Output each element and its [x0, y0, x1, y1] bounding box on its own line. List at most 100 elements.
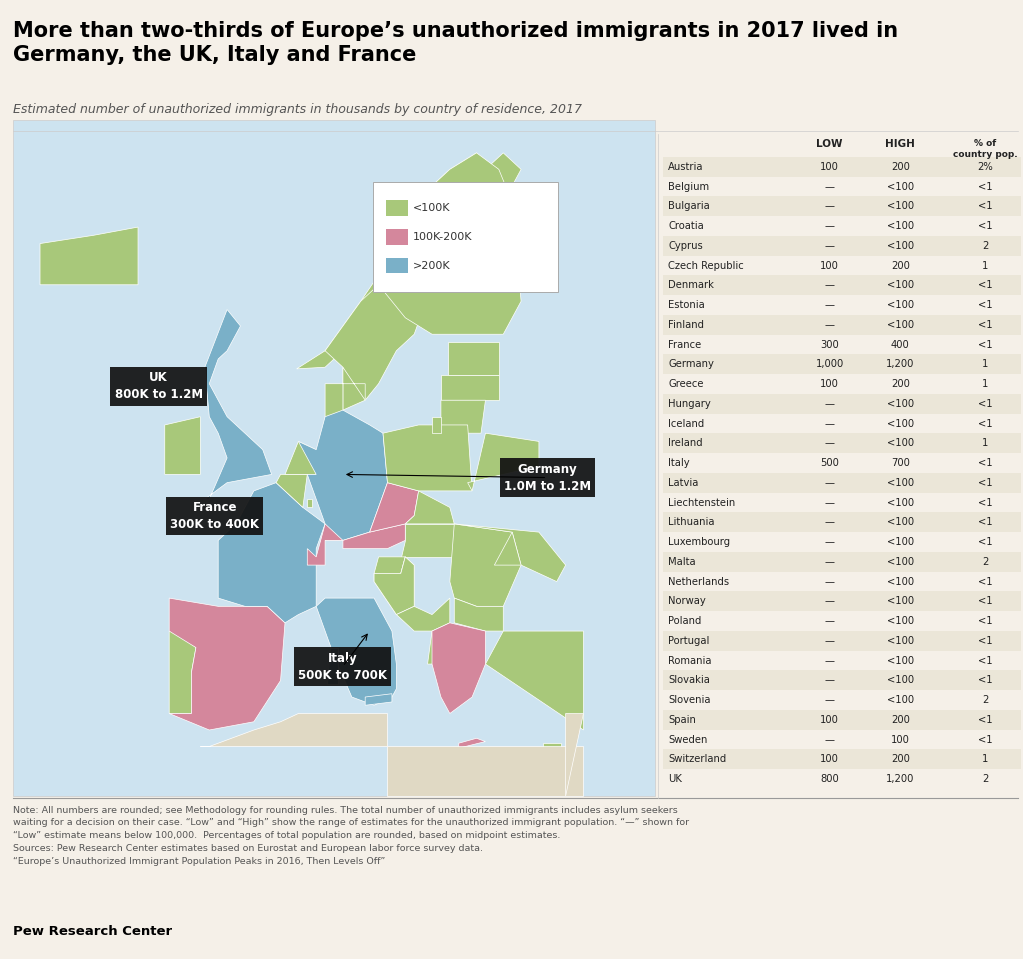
- Text: <100: <100: [887, 222, 914, 231]
- Polygon shape: [458, 738, 486, 748]
- Text: 100: 100: [891, 735, 909, 744]
- FancyBboxPatch shape: [663, 394, 1021, 413]
- Polygon shape: [299, 410, 388, 540]
- Text: —: —: [825, 181, 835, 192]
- Text: —: —: [825, 517, 835, 527]
- Polygon shape: [450, 524, 521, 606]
- Text: 2: 2: [982, 557, 988, 567]
- Text: —: —: [825, 280, 835, 291]
- Text: Finland: Finland: [668, 320, 704, 330]
- Text: Iceland: Iceland: [668, 419, 704, 429]
- Polygon shape: [374, 557, 414, 615]
- Text: <1: <1: [978, 616, 992, 626]
- Text: <100: <100: [887, 596, 914, 606]
- FancyBboxPatch shape: [663, 176, 1021, 197]
- FancyBboxPatch shape: [663, 493, 1021, 512]
- Text: <1: <1: [978, 280, 992, 291]
- FancyBboxPatch shape: [663, 315, 1021, 335]
- Polygon shape: [307, 499, 312, 507]
- Text: <100: <100: [887, 675, 914, 686]
- FancyBboxPatch shape: [663, 275, 1021, 295]
- Text: 2%: 2%: [977, 162, 993, 172]
- Text: —: —: [825, 419, 835, 429]
- Text: Poland: Poland: [668, 616, 702, 626]
- Polygon shape: [428, 631, 450, 664]
- FancyBboxPatch shape: [663, 433, 1021, 454]
- Text: <1: <1: [978, 735, 992, 744]
- Text: —: —: [825, 735, 835, 744]
- Polygon shape: [448, 342, 499, 376]
- Text: <100: <100: [887, 241, 914, 251]
- Text: —: —: [825, 576, 835, 587]
- Text: <1: <1: [978, 517, 992, 527]
- Text: <100: <100: [887, 438, 914, 449]
- Text: —: —: [825, 222, 835, 231]
- Text: —: —: [825, 656, 835, 666]
- Text: 200: 200: [891, 714, 909, 725]
- FancyBboxPatch shape: [663, 690, 1021, 710]
- Text: 200: 200: [891, 162, 909, 172]
- Text: 700: 700: [891, 458, 909, 468]
- FancyBboxPatch shape: [663, 473, 1021, 493]
- Polygon shape: [343, 524, 405, 549]
- Polygon shape: [327, 647, 339, 684]
- Text: 2: 2: [982, 241, 988, 251]
- Text: <100: <100: [887, 656, 914, 666]
- Polygon shape: [307, 524, 343, 565]
- FancyBboxPatch shape: [663, 335, 1021, 355]
- Text: France: France: [668, 339, 702, 350]
- Text: Czech Republic: Czech Republic: [668, 261, 744, 270]
- Text: <1: <1: [978, 714, 992, 725]
- FancyBboxPatch shape: [663, 592, 1021, 611]
- Text: <100: <100: [887, 576, 914, 587]
- Text: —: —: [825, 438, 835, 449]
- Text: <1: <1: [978, 675, 992, 686]
- Polygon shape: [494, 532, 521, 565]
- Polygon shape: [40, 227, 138, 285]
- Text: Italy
500K to 700K: Italy 500K to 700K: [299, 651, 387, 682]
- Text: % of
country pop.: % of country pop.: [952, 139, 1018, 158]
- Text: —: —: [825, 675, 835, 686]
- Polygon shape: [365, 693, 392, 705]
- Text: 100: 100: [820, 261, 839, 270]
- Text: Hungary: Hungary: [668, 399, 711, 409]
- Polygon shape: [405, 491, 454, 524]
- Text: <1: <1: [978, 201, 992, 211]
- Polygon shape: [454, 524, 566, 581]
- Text: LOW: LOW: [816, 139, 843, 150]
- FancyBboxPatch shape: [663, 670, 1021, 690]
- Text: <1: <1: [978, 458, 992, 468]
- Text: Portugal: Portugal: [668, 636, 709, 645]
- FancyBboxPatch shape: [663, 236, 1021, 256]
- Text: Estonia: Estonia: [668, 300, 705, 310]
- Text: —: —: [825, 557, 835, 567]
- Polygon shape: [297, 152, 521, 369]
- Text: —: —: [825, 399, 835, 409]
- Text: Croatia: Croatia: [668, 222, 704, 231]
- Text: 2: 2: [982, 774, 988, 784]
- Text: 1: 1: [982, 379, 988, 389]
- Text: More than two-thirds of Europe’s unauthorized immigrants in 2017 lived in
German: More than two-thirds of Europe’s unautho…: [13, 21, 898, 65]
- Text: <100: <100: [887, 181, 914, 192]
- Text: 100K-200K: 100K-200K: [413, 232, 473, 242]
- Text: 100: 100: [820, 379, 839, 389]
- Polygon shape: [441, 400, 486, 433]
- FancyBboxPatch shape: [13, 120, 655, 796]
- Polygon shape: [374, 557, 405, 573]
- Text: —: —: [825, 636, 835, 645]
- FancyBboxPatch shape: [386, 258, 408, 273]
- Text: —: —: [825, 537, 835, 548]
- Text: 100: 100: [820, 755, 839, 764]
- Text: France
300K to 400K: France 300K to 400K: [171, 501, 259, 531]
- Text: <1: <1: [978, 498, 992, 507]
- Text: UK
800K to 1.2M: UK 800K to 1.2M: [115, 371, 203, 402]
- Text: —: —: [825, 201, 835, 211]
- Polygon shape: [285, 441, 316, 475]
- Text: Ireland: Ireland: [668, 438, 703, 449]
- Text: <1: <1: [978, 636, 992, 645]
- Text: <100: <100: [887, 201, 914, 211]
- Polygon shape: [165, 417, 201, 475]
- Text: 1: 1: [982, 261, 988, 270]
- FancyBboxPatch shape: [663, 512, 1021, 532]
- Text: Greece: Greece: [668, 379, 704, 389]
